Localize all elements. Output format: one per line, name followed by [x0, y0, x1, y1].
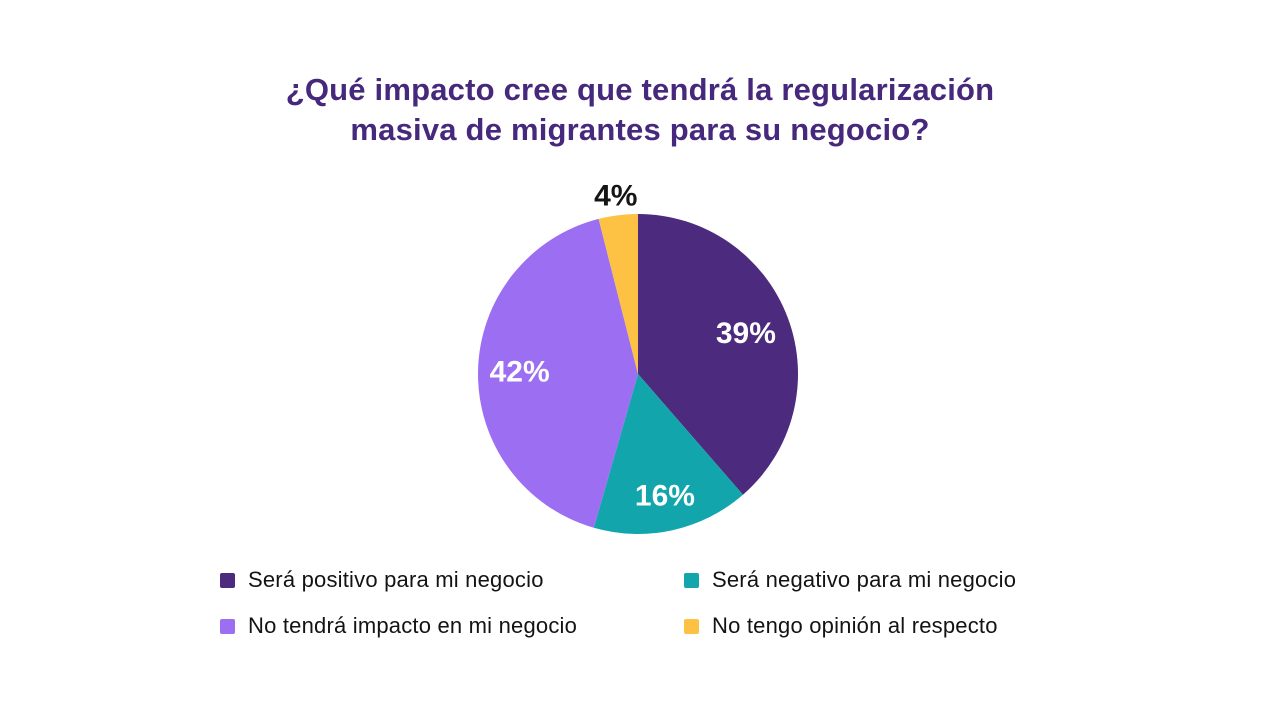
- pie-slice-3: [598, 214, 638, 374]
- pie-label-0: 39%: [716, 317, 776, 350]
- legend-item-2: No tendrá impacto en mi negocio: [220, 612, 684, 640]
- pie-chart: 39% 16% 42% 4%: [478, 180, 798, 534]
- legend: Será positivo para mi negocio Será negati…: [220, 566, 1016, 640]
- legend-item-0: Será positivo para mi negocio: [220, 566, 684, 594]
- pie-label-2: 42%: [490, 356, 550, 389]
- pie-slice-0: [638, 214, 798, 495]
- legend-swatch-icon: [684, 618, 699, 634]
- chart-title: ¿Qué impacto cree que tendrá la regulari…: [0, 70, 1280, 150]
- legend-label: No tendrá impacto en mi negocio: [248, 613, 578, 638]
- pie-label-1: 16%: [635, 479, 695, 512]
- pie-slice-1: [593, 374, 743, 534]
- pie-label-3: 4%: [594, 180, 637, 213]
- chart-title-line1: ¿Qué impacto cree que tendrá la regulari…: [285, 72, 995, 107]
- legend-label: No tengo opinión al respecto: [712, 613, 998, 638]
- legend-label: Será negativo para mi negocio: [712, 567, 1017, 592]
- legend-swatch-icon: [220, 572, 235, 588]
- legend-swatch-icon: [684, 572, 699, 588]
- chart-title-line2: masiva de migrantes para su negocio?: [350, 112, 930, 147]
- legend-item-3: No tengo opinión al respecto: [684, 612, 1016, 640]
- legend-swatch-icon: [220, 618, 235, 634]
- legend-label: Será positivo para mi negocio: [248, 567, 544, 592]
- legend-item-1: Será negativo para mi negocio: [684, 566, 1016, 594]
- pie-slice-2: [478, 218, 638, 528]
